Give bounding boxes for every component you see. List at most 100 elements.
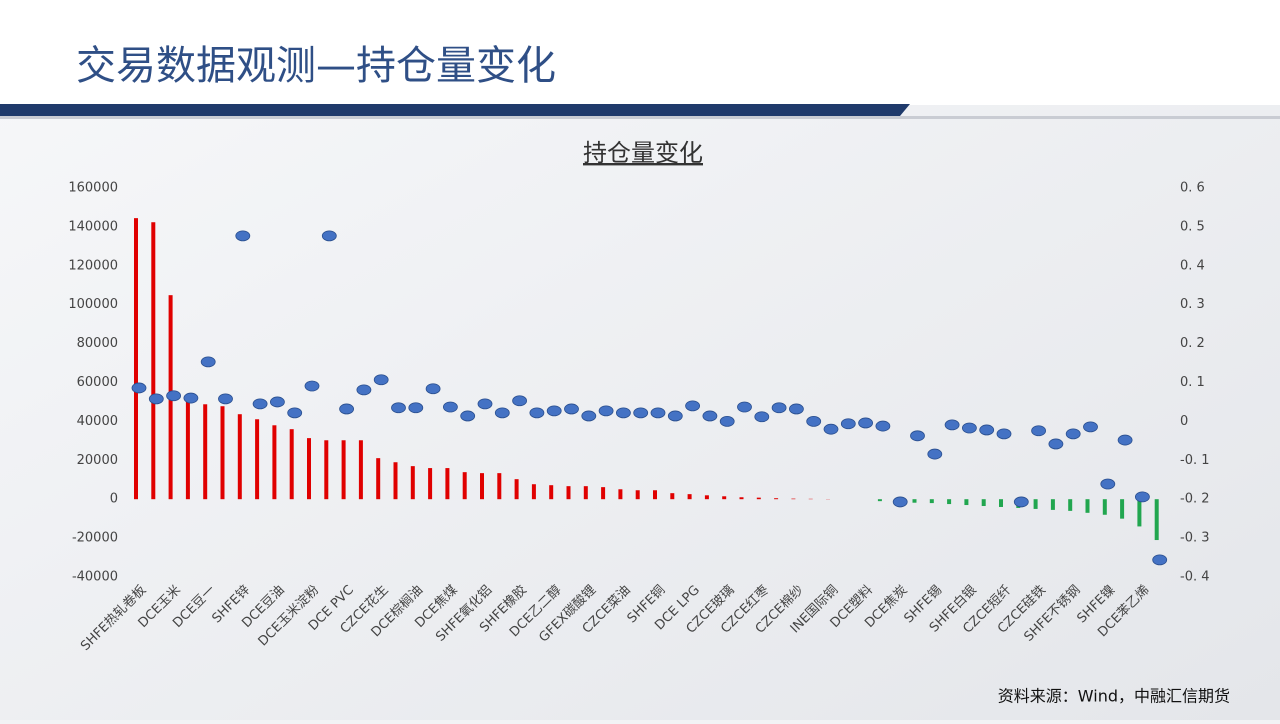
dot (859, 418, 873, 428)
dot (841, 419, 855, 429)
dot (288, 408, 302, 418)
bar (221, 406, 225, 499)
bar (497, 473, 501, 499)
dot (201, 357, 215, 367)
bar (359, 440, 363, 499)
bar (324, 440, 328, 499)
dot (513, 396, 527, 406)
header-rule (0, 104, 910, 116)
page-title: 交易数据观测—持仓量变化 (76, 43, 556, 89)
dot (357, 385, 371, 395)
dot (962, 423, 976, 433)
bar (342, 440, 346, 499)
bar (913, 499, 917, 503)
bar (722, 496, 726, 499)
dot (565, 404, 579, 414)
bar (653, 490, 657, 499)
bar (411, 466, 415, 499)
bar (636, 490, 640, 499)
bar (376, 458, 380, 499)
y2-tick-label: -0. 4 (1180, 570, 1210, 585)
bar (688, 494, 692, 499)
dot (253, 399, 267, 409)
y-tick-label: 140000 (68, 219, 118, 234)
bar (618, 489, 622, 499)
bar (238, 414, 242, 499)
dot (392, 403, 406, 413)
dot (1135, 492, 1149, 502)
y-tick-label: 100000 (68, 297, 118, 312)
y2-tick-label: -0. 3 (1180, 531, 1210, 546)
bar (757, 498, 761, 500)
dot (1014, 497, 1028, 507)
dot (997, 429, 1011, 439)
dot (634, 408, 648, 418)
source-note: 资料来源：Wind，中融汇信期货 (998, 687, 1230, 706)
dot (1049, 439, 1063, 449)
dot (374, 375, 388, 385)
y-tick-label: 20000 (77, 453, 118, 468)
dot (824, 424, 838, 434)
dot (1118, 435, 1132, 445)
bar (705, 495, 709, 499)
y2-tick-label: 0. 5 (1180, 219, 1205, 234)
y2-tick-label: 0 (1180, 414, 1188, 429)
dot (945, 420, 959, 430)
bar (791, 499, 795, 500)
y2-tick-label: 0. 1 (1180, 375, 1205, 390)
dot (270, 397, 284, 407)
bar (549, 485, 553, 499)
bar (1155, 499, 1159, 540)
dot (547, 406, 561, 416)
dot (478, 399, 492, 409)
bar (982, 499, 986, 506)
dot (807, 416, 821, 426)
dot (132, 383, 146, 393)
dot (322, 231, 336, 241)
bar (515, 479, 519, 499)
dot (219, 394, 233, 404)
dot (305, 381, 319, 391)
y-tick-label: 40000 (77, 414, 118, 429)
bar (930, 499, 934, 503)
bar (947, 499, 951, 504)
dot (1084, 422, 1098, 432)
y2-tick-label: 0. 4 (1180, 258, 1205, 273)
bar (584, 486, 588, 499)
y2-tick-label: 0. 3 (1180, 297, 1205, 312)
bar (964, 499, 968, 505)
dot (1066, 429, 1080, 439)
bar (1068, 499, 1072, 511)
bar (1086, 499, 1090, 513)
dot (340, 404, 354, 414)
bar (1034, 499, 1038, 509)
y2-tick-label: -0. 1 (1180, 453, 1210, 468)
dot (876, 421, 890, 431)
y2-tick-label: -0. 2 (1180, 492, 1210, 507)
bar (255, 419, 259, 499)
bar (601, 487, 605, 499)
y2-tick-label: 0. 2 (1180, 336, 1205, 351)
dot (616, 408, 630, 418)
dot (426, 384, 440, 394)
dot (911, 431, 925, 441)
dot (495, 408, 509, 418)
dot (651, 408, 665, 418)
bar (670, 493, 674, 499)
dot (599, 406, 613, 416)
dot (167, 391, 181, 401)
bar (428, 468, 432, 499)
y-tick-label: -20000 (72, 531, 118, 546)
dot (409, 403, 423, 413)
dot (236, 231, 250, 241)
bar (532, 484, 536, 499)
dot (928, 449, 942, 459)
dot (980, 425, 994, 435)
bar (272, 425, 276, 499)
dot (720, 416, 734, 426)
y2-tick-label: 0. 6 (1180, 181, 1205, 196)
dot (582, 411, 596, 421)
dot (149, 394, 163, 404)
